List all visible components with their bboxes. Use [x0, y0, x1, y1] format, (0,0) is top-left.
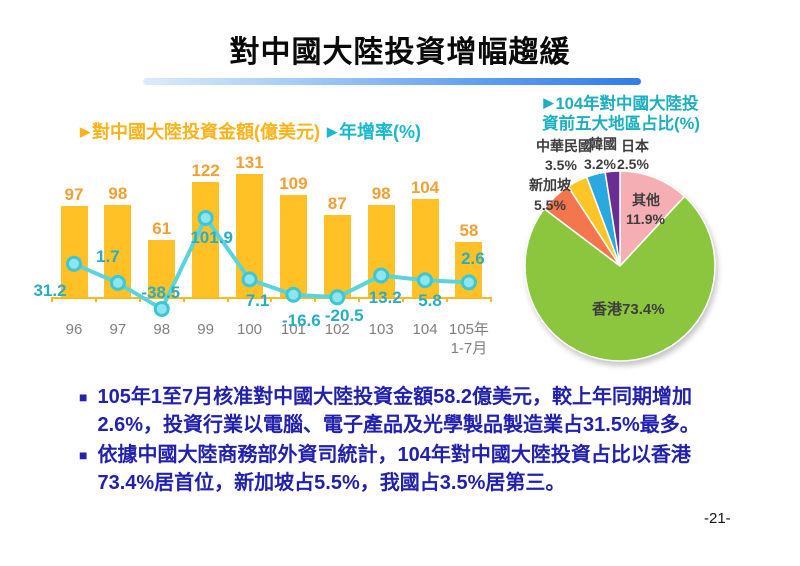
pie-slice — [619, 170, 686, 268]
axis-tick — [314, 297, 317, 302]
pie-chart-title: ▶ 104年對中國大陸投 資前五大地區占比(%) — [505, 93, 737, 134]
x-axis-label: 102 — [324, 321, 350, 338]
axis-tick — [489, 297, 492, 302]
bar-value-label: 58 — [459, 221, 479, 241]
pie-label-hongkong-name: 香港 — [592, 301, 623, 318]
bar-legend-amount: ▶ 對中國大陸投資金額(億美元) — [80, 118, 320, 144]
line-marker — [373, 267, 390, 284]
bullet-list: ■ 105年1至7月核准對中國大陸投資金額58.2億美元，較上年同期增加2.6%… — [79, 383, 747, 499]
line-value-label: 31.2 — [33, 280, 67, 300]
bullet-item: ■ 105年1至7月核准對中國大陸投資金額58.2億美元，較上年同期增加2.6%… — [79, 383, 747, 439]
bar-legend-growth: ▶ 年增率(%) — [327, 118, 421, 144]
axis-tick — [226, 297, 229, 302]
line-value-label: 7.1 — [245, 291, 270, 311]
bar-value-label: 98 — [108, 183, 128, 203]
bar — [323, 215, 351, 297]
axis-tick — [182, 297, 185, 302]
line-marker — [197, 209, 214, 226]
x-axis-label: 99 — [197, 321, 214, 338]
x-axis-label: 105年 1-7月 — [448, 321, 489, 357]
pie-chart-title-line2: 資前五大地區占比(%) — [542, 115, 700, 133]
triangle-bullet-icon: ▶ — [327, 124, 337, 139]
page-title: 對中國大陸投資增幅趨緩 — [229, 36, 571, 69]
axis-tick — [270, 297, 273, 302]
growth-line — [73, 215, 470, 311]
line-marker — [109, 274, 126, 291]
pie-label-taiwan: 中華民國 — [536, 138, 592, 154]
line-marker — [417, 272, 434, 289]
pie-chart: 中華民國 3.5% 韓國 3.2% 日本 2.5% 新加坡 5.5% 其他 11… — [505, 130, 800, 382]
line-value-label: 5.8 — [418, 291, 442, 311]
bar-value-label: 109 — [279, 173, 308, 193]
bar — [279, 194, 307, 297]
line-marker — [460, 274, 477, 291]
bar-value-label: 104 — [410, 178, 440, 198]
bar-line-chart: 97 98 61 122 131 109 87 98 104 58 96 97 98 99 100 101 10… — [33, 150, 520, 380]
pie-label-japan-pct: 2.5% — [617, 156, 649, 172]
pie-label-korea: 韓國 — [589, 136, 617, 152]
axis-tick — [358, 297, 361, 302]
line-value-label: 13.2 — [368, 288, 402, 308]
axis-tick — [138, 297, 141, 302]
line-marker — [66, 255, 82, 272]
page-number: -21- — [704, 510, 731, 527]
line-marker — [241, 271, 258, 288]
line-marker — [329, 289, 346, 306]
pie-chart-svg — [524, 170, 716, 362]
bar — [60, 205, 88, 297]
bar-value-label: 87 — [327, 194, 347, 214]
pie-label-singapore-pct: 5.5% — [534, 197, 566, 213]
x-axis-label: 96 — [65, 321, 83, 338]
x-axis-label: 98 — [153, 321, 171, 338]
bullet-square-icon: ■ — [79, 447, 88, 463]
bar-legend-amount-label: 對中國大陸投資金額(億美元) — [92, 122, 320, 142]
bar-value-label: 61 — [152, 218, 172, 238]
pie-slice — [524, 195, 716, 362]
pie-title-text1: 104年對中國大陸投 — [555, 95, 699, 113]
triangle-bullet-icon: ▶ — [80, 124, 90, 139]
axis-tick — [402, 297, 405, 302]
axis-tick — [51, 297, 54, 302]
x-axis-label: 97 — [109, 321, 127, 338]
x-axis-label: 101 — [280, 321, 306, 338]
pie-label-other-pct: 11.9% — [626, 211, 665, 227]
bullet-text: 105年1至7月核准對中國大陸投資金額58.2億美元，較上年同期增加2.6%，投… — [97, 386, 700, 436]
x-axis-label: 103 — [368, 321, 394, 338]
pie-label-hongkong: 香港73.4% — [592, 298, 665, 319]
pie-label-japan: 日本 — [621, 138, 649, 154]
x-axis-label: 104 — [412, 321, 438, 338]
line-value-label: 2.6 — [461, 249, 485, 269]
pie-label-singapore: 新加坡 — [529, 177, 571, 193]
line-marker — [285, 286, 302, 303]
line-value-label: -20.5 — [324, 306, 364, 326]
pie-chart-title-line1: ▶ 104年對中國大陸投 — [505, 93, 737, 114]
line-value-label: 1.7 — [96, 246, 120, 266]
pie-slice — [604, 170, 621, 267]
title-underline — [143, 78, 641, 85]
bar-value-label: 97 — [64, 184, 84, 204]
bullet-item: ■ 依據中國大陸商務部外資司統計，104年對中國大陸投資占比以香港73.4%居首… — [79, 441, 747, 497]
bar-value-label: 131 — [235, 152, 264, 172]
bullet-square-icon: ■ — [79, 389, 88, 405]
growth-line-svg — [66, 209, 477, 317]
pie-label-taiwan-pct: 3.5% — [545, 157, 577, 173]
line-value-label: -16.6 — [282, 310, 321, 330]
pie-label-other: 其他 — [632, 192, 660, 208]
line-marker — [153, 300, 170, 317]
pie-label-hongkong-pct: 73.4% — [622, 301, 665, 318]
axis-tick — [94, 297, 97, 302]
line-value-label: -38.5 — [141, 282, 181, 302]
pie-label-korea-pct: 3.2% — [584, 156, 616, 172]
line-value-label: 101.9 — [190, 227, 233, 247]
bar-value-label: 98 — [371, 183, 391, 203]
bar-value-label: 122 — [191, 161, 220, 181]
x-axis-label: 100 — [237, 321, 263, 338]
triangle-bullet-icon: ▶ — [543, 95, 554, 110]
axis-tick — [445, 297, 448, 302]
bullet-text: 依據中國大陸商務部外資司統計，104年對中國大陸投資占比以香港73.4%居首位，… — [97, 444, 691, 494]
bar-legend-growth-label: 年增率(%) — [339, 122, 421, 142]
